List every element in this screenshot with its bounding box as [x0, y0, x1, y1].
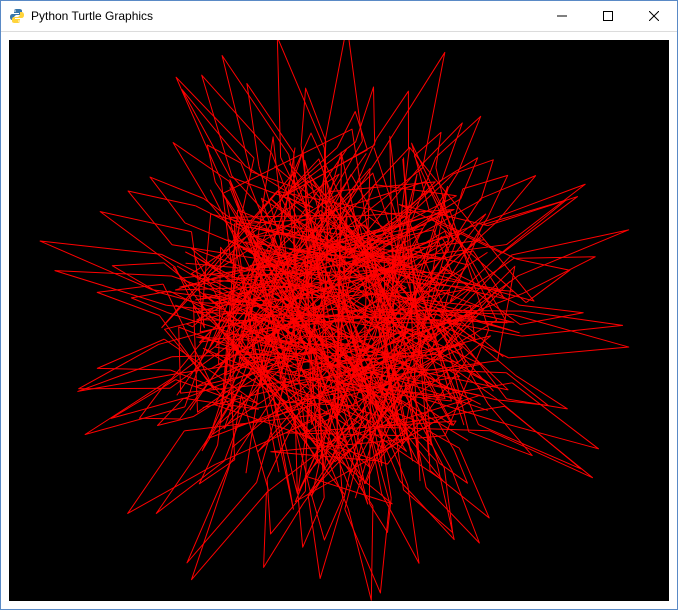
window-title: Python Turtle Graphics	[31, 9, 153, 23]
titlebar[interactable]: Python Turtle Graphics	[1, 1, 677, 32]
turtle-canvas	[9, 40, 669, 601]
python-turtle-icon	[9, 8, 25, 24]
turtle-canvas-wrap	[9, 40, 669, 601]
close-button[interactable]	[631, 1, 677, 31]
minimize-button[interactable]	[539, 1, 585, 31]
maximize-button[interactable]	[585, 1, 631, 31]
client-area	[1, 32, 677, 609]
app-window: Python Turtle Graphics	[0, 0, 678, 610]
